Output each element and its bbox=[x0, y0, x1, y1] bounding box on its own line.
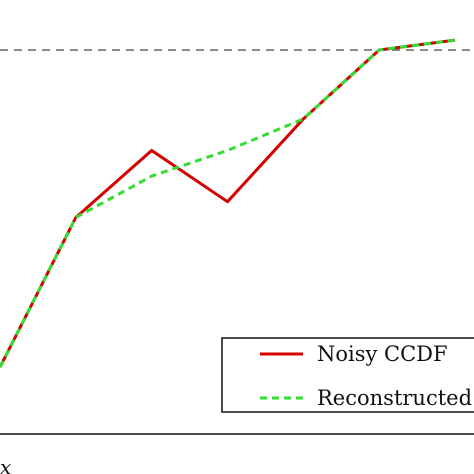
legend-label-noisy: Noisy CCDF bbox=[317, 342, 448, 366]
series-line-reconstructed bbox=[0, 38, 456, 368]
legend-box bbox=[221, 337, 474, 413]
legend: Noisy CCDF Reconstructed bbox=[221, 337, 474, 413]
series-line-noisy-ccdf bbox=[0, 38, 456, 368]
x-axis-label: x bbox=[0, 455, 11, 474]
legend-label-reconstructed: Reconstructed bbox=[317, 386, 472, 410]
series-layer bbox=[0, 38, 456, 368]
